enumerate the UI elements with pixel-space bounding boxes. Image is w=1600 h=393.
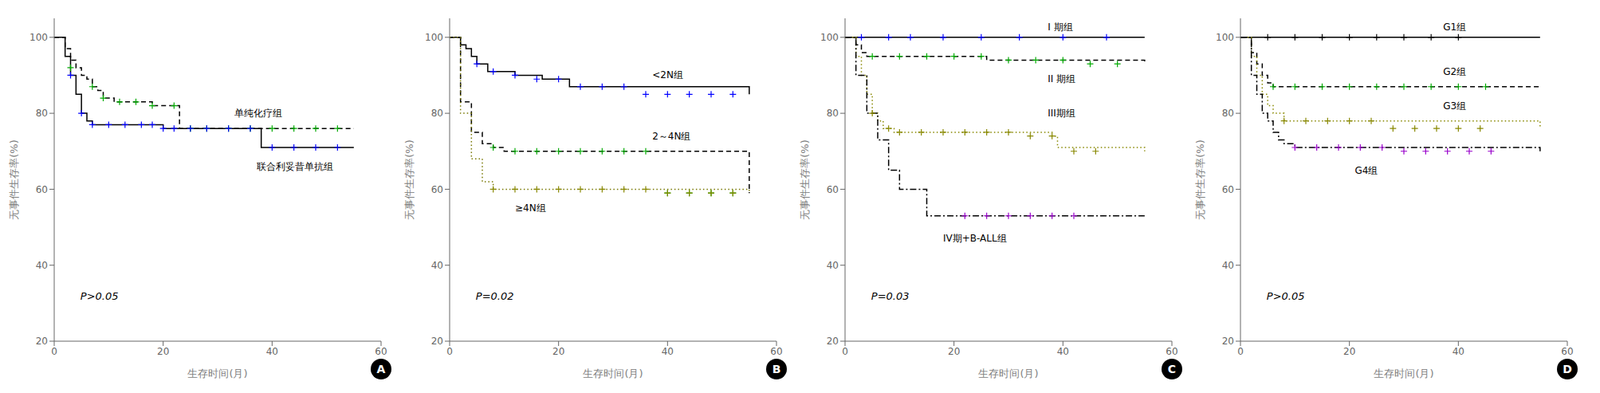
html-text:G2组: G2组 xyxy=(1443,65,1467,77)
html-text:C: C xyxy=(1167,362,1176,376)
html-text:≥4N组: ≥4N组 xyxy=(514,202,546,214)
svg-text:60: 60 xyxy=(35,184,48,196)
svg-text:80: 80 xyxy=(826,107,839,119)
svg-text:60: 60 xyxy=(431,184,444,196)
svg-text:无事件生存率(%): 无事件生存率(%) xyxy=(1194,139,1207,221)
html-text:单纯化疗组: 单纯化疗组 xyxy=(233,107,282,119)
svg-text:20: 20 xyxy=(947,345,960,358)
html-text:联合利妥昔单抗组: 联合利妥昔单抗组 xyxy=(256,160,334,172)
svg-text:生存时间(月): 生存时间(月) xyxy=(1373,367,1434,380)
svg-text:60: 60 xyxy=(1222,184,1235,196)
svg-text:40: 40 xyxy=(1057,345,1070,358)
svg-text:20: 20 xyxy=(1222,335,1235,347)
svg-text:60: 60 xyxy=(374,345,387,358)
svg-text:20: 20 xyxy=(431,335,444,347)
svg-text:40: 40 xyxy=(661,345,674,358)
html-text:IV期+B-ALL组: IV期+B-ALL组 xyxy=(943,232,1007,244)
svg-text:40: 40 xyxy=(431,259,444,272)
svg-text:60: 60 xyxy=(1560,345,1573,358)
html-text:2～4N组: 2～4N组 xyxy=(652,130,691,142)
svg-text:100: 100 xyxy=(820,31,839,44)
svg-text:40: 40 xyxy=(1452,345,1465,358)
svg-text:40: 40 xyxy=(1222,259,1235,272)
svg-text:20: 20 xyxy=(35,335,48,347)
html-text:G1组: G1组 xyxy=(1443,20,1467,32)
svg-text:生存时间(月): 生存时间(月) xyxy=(582,367,643,380)
svg-text:100: 100 xyxy=(424,31,444,44)
html-text:II 期组: II 期组 xyxy=(1047,73,1076,85)
svg-text:80: 80 xyxy=(35,107,48,119)
html-text:P=0.03: P=0.03 xyxy=(871,290,910,303)
svg-text:20: 20 xyxy=(552,345,565,358)
html-text:III期组: III期组 xyxy=(1047,107,1076,119)
svg-text:无事件生存率(%): 无事件生存率(%) xyxy=(403,139,416,221)
svg-text:60: 60 xyxy=(826,184,839,196)
html-text:D: D xyxy=(1562,362,1572,376)
svg-text:0: 0 xyxy=(51,345,58,358)
html-text:B: B xyxy=(772,362,781,376)
html-text:A: A xyxy=(376,362,386,376)
svg-text:40: 40 xyxy=(826,259,839,272)
svg-text:20: 20 xyxy=(1343,345,1356,358)
svg-text:生存时间(月): 生存时间(月) xyxy=(187,367,248,380)
svg-text:60: 60 xyxy=(1165,345,1178,358)
svg-text:40: 40 xyxy=(266,345,279,358)
svg-text:0: 0 xyxy=(841,345,849,358)
svg-text:80: 80 xyxy=(1222,107,1235,119)
svg-text:100: 100 xyxy=(29,31,48,44)
svg-text:无事件生存率(%): 无事件生存率(%) xyxy=(7,139,20,221)
svg-text:20: 20 xyxy=(826,335,839,347)
svg-text:60: 60 xyxy=(770,345,783,358)
html-text:G4组: G4组 xyxy=(1354,164,1378,176)
svg-text:40: 40 xyxy=(35,259,48,272)
html-text:G3组: G3组 xyxy=(1443,99,1467,112)
svg-text:生存时间(月): 生存时间(月) xyxy=(978,367,1038,380)
svg-text:100: 100 xyxy=(1215,31,1235,44)
html-text:<2N组: <2N组 xyxy=(652,69,684,81)
svg-text:80: 80 xyxy=(431,107,444,119)
html-text:I 期组: I 期组 xyxy=(1047,20,1073,32)
svg-text:20: 20 xyxy=(157,345,170,358)
html-text:P=0.02: P=0.02 xyxy=(475,290,514,303)
svg-text:无事件生存率(%): 无事件生存率(%) xyxy=(798,139,811,221)
html-text:P>0.05: P>0.05 xyxy=(1266,290,1305,303)
html-text:P>0.05: P>0.05 xyxy=(80,290,119,303)
svg-text:0: 0 xyxy=(1237,345,1244,358)
svg-text:0: 0 xyxy=(446,345,453,358)
